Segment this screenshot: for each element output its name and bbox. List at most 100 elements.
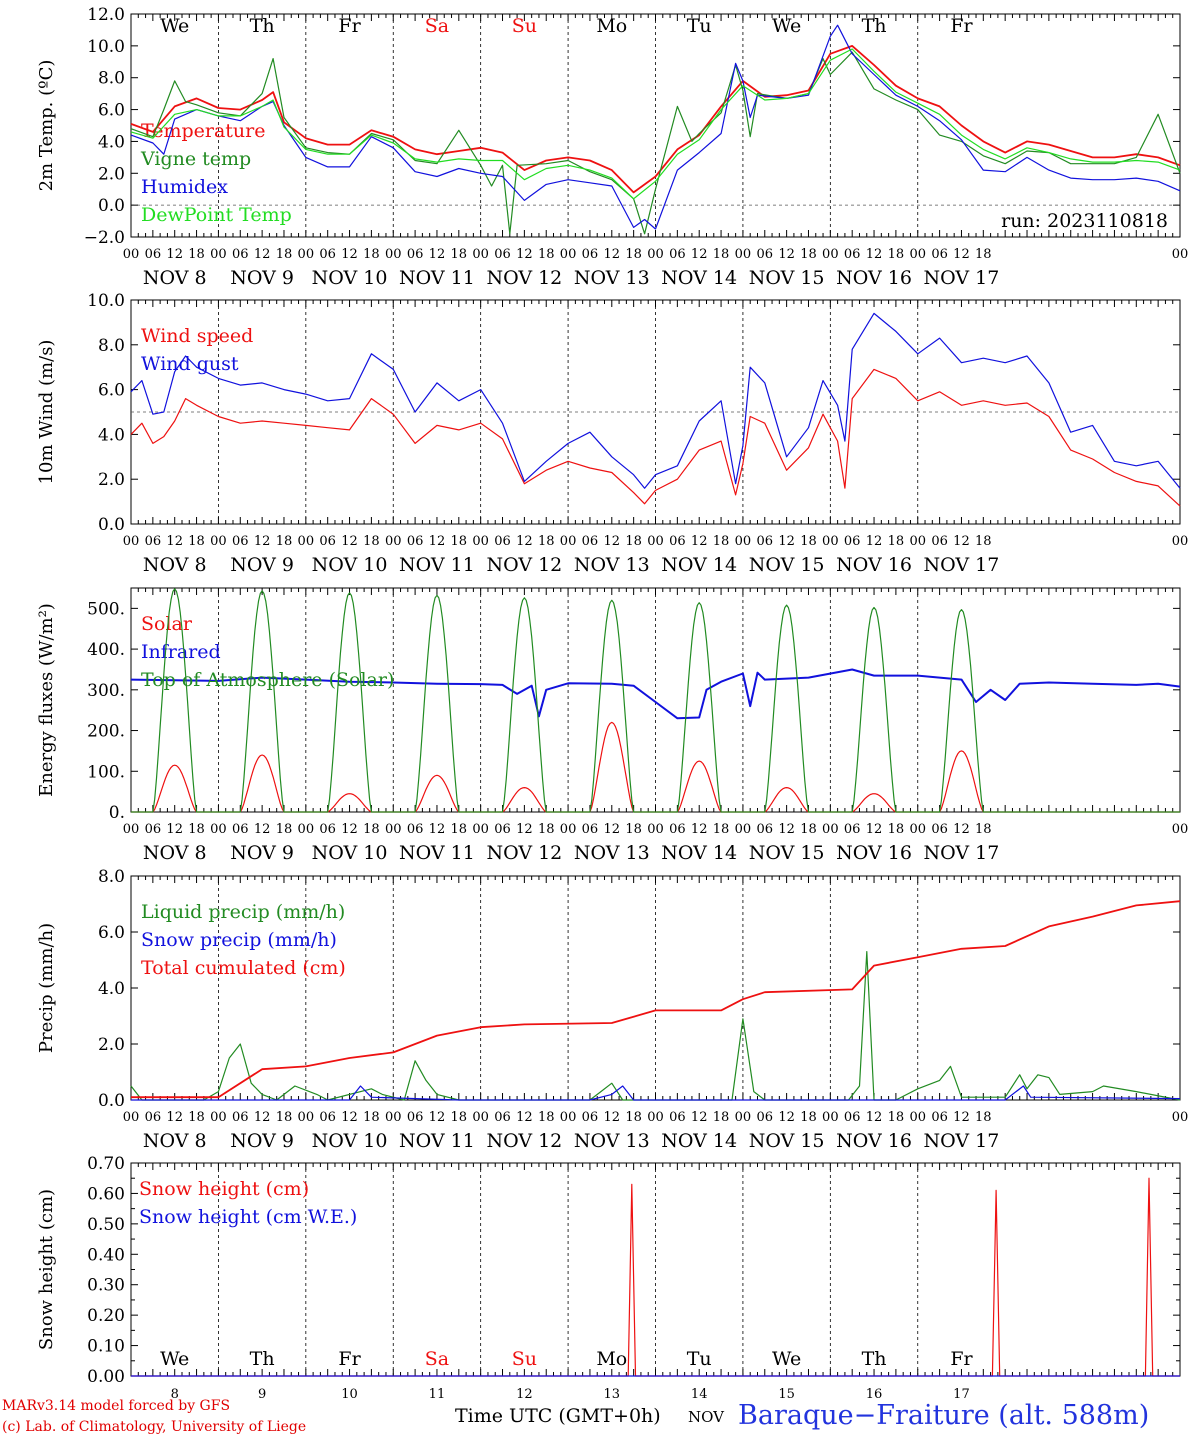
hour-tick-label: 06 [669, 247, 686, 262]
hour-tick-label: 18 [188, 534, 205, 549]
hour-tick-label: 00 [735, 822, 752, 837]
weekday-label: We [160, 1348, 189, 1370]
hour-tick-label: 12 [953, 247, 970, 262]
y-tick-label: 0.20 [87, 1306, 125, 1326]
hour-tick-label: 12 [866, 822, 883, 837]
hour-tick-label: 00 [909, 534, 926, 549]
hour-tick-label: 12 [166, 247, 183, 262]
hour-tick-label: 00 [909, 247, 926, 262]
date-label: NOV 8 [143, 554, 207, 576]
day-number-label: 16 [866, 1387, 883, 1402]
y-tick-label: 0.30 [87, 1276, 125, 1296]
hour-tick-label: 18 [625, 822, 642, 837]
lab-credit: (c) Lab. of Climatology, University of L… [2, 1419, 307, 1435]
hour-tick-label: 00 [210, 1110, 227, 1125]
hour-tick-label: 00 [1172, 1110, 1189, 1125]
series-line-wind-speed [130, 368, 1181, 507]
hour-tick-label: 12 [778, 1110, 795, 1125]
date-label: NOV 15 [749, 842, 825, 864]
hour-tick-label: 06 [582, 534, 599, 549]
hour-tick-label: 00 [385, 822, 402, 837]
series-line-dewpoint-temp [130, 48, 1181, 200]
hour-tick-label: 12 [778, 822, 795, 837]
hour-tick-label: 18 [276, 534, 293, 549]
date-label: NOV 15 [749, 554, 825, 576]
hour-tick-label: 06 [756, 247, 773, 262]
hour-tick-label: 12 [341, 1110, 358, 1125]
weekday-label: Tu [687, 15, 712, 37]
weekday-label: We [160, 15, 189, 37]
hour-tick-label: 06 [494, 247, 511, 262]
date-label: NOV 15 [749, 1130, 825, 1152]
hour-tick-label: 06 [844, 247, 861, 262]
y-tick-label: 6.0 [98, 381, 125, 401]
hour-tick-label: 12 [604, 1110, 621, 1125]
hour-tick-label: 06 [232, 1110, 249, 1125]
weekday-label: Th [862, 1348, 887, 1370]
day-number-label: 15 [778, 1387, 795, 1402]
hour-tick-label: 18 [188, 822, 205, 837]
hour-tick-label: 06 [319, 247, 336, 262]
series-line-temperature [130, 45, 1181, 194]
hour-tick-label: 06 [931, 1110, 948, 1125]
hour-tick-label: 18 [625, 1110, 642, 1125]
hour-tick-label: 12 [778, 534, 795, 549]
hour-tick-label: 18 [713, 534, 730, 549]
hour-tick-label: 06 [407, 822, 424, 837]
hour-tick-label: 06 [582, 822, 599, 837]
hour-tick-label: 06 [145, 1110, 162, 1125]
hour-tick-label: 06 [232, 534, 249, 549]
hour-tick-label: 00 [123, 247, 140, 262]
hour-tick-label: 18 [363, 534, 380, 549]
hour-tick-label: 12 [691, 534, 708, 549]
hour-tick-label: 00 [560, 534, 577, 549]
plot-frame-2 [130, 587, 1181, 813]
date-label: NOV 11 [399, 554, 475, 576]
day-number-label: 17 [953, 1387, 970, 1402]
date-label: NOV 10 [312, 1130, 388, 1152]
y-tick-label: 10.0 [87, 291, 125, 311]
series-line-total-cumulated-cm- [131, 900, 1181, 1099]
hour-tick-label: 12 [166, 822, 183, 837]
legend-entry: Total cumulated (cm) [141, 957, 346, 979]
hour-tick-label: 18 [451, 534, 468, 549]
hour-tick-label: 18 [625, 247, 642, 262]
date-label: NOV 9 [230, 842, 294, 864]
hour-tick-label: 00 [560, 247, 577, 262]
hour-tick-label: 18 [888, 822, 905, 837]
model-credit: MARv3.14 model forced by GFS [2, 1398, 231, 1414]
hour-tick-label: 18 [363, 822, 380, 837]
y-axis-label: Snow height (cm) [36, 1189, 57, 1350]
legend-entry: Snow precip (mm/h) [141, 929, 337, 951]
weekday-label: Mo [596, 15, 627, 37]
hour-tick-label: 00 [909, 822, 926, 837]
date-label: NOV 14 [661, 554, 737, 576]
weekday-label: Th [250, 15, 275, 37]
y-tick-label: 0.0 [98, 196, 125, 216]
hour-tick-label: 18 [276, 1110, 293, 1125]
y-tick-label: 0.0 [98, 1091, 125, 1111]
hour-tick-label: 12 [166, 1110, 183, 1125]
y-axis-label: 2m Temp. (ºC) [36, 60, 57, 192]
hour-tick-label: 06 [319, 1110, 336, 1125]
hour-tick-label: 06 [494, 822, 511, 837]
legend-entry: Solar [141, 613, 193, 635]
legend-entry: Liquid precip (mm/h) [141, 901, 345, 923]
hour-tick-label: 00 [385, 534, 402, 549]
weekday-label: Su [512, 15, 537, 37]
date-label: NOV 9 [230, 554, 294, 576]
hour-tick-label: 18 [625, 534, 642, 549]
time-axis-label: Time UTC (GMT+0h) [455, 1405, 661, 1427]
hour-tick-label: 12 [691, 1110, 708, 1125]
hour-tick-label: 00 [385, 247, 402, 262]
y-tick-label: 2.0 [98, 1035, 125, 1055]
hour-tick-label: 18 [538, 822, 555, 837]
date-label: NOV 12 [486, 842, 562, 864]
hour-tick-label: 12 [953, 534, 970, 549]
y-axis-label: 10m Wind (m/s) [36, 340, 57, 485]
hour-tick-label: 00 [298, 1110, 315, 1125]
legend-entry: Top of Atmosphere (Solar) [141, 669, 394, 691]
date-label: NOV 12 [486, 554, 562, 576]
y-tick-label: 12.0 [87, 5, 125, 25]
